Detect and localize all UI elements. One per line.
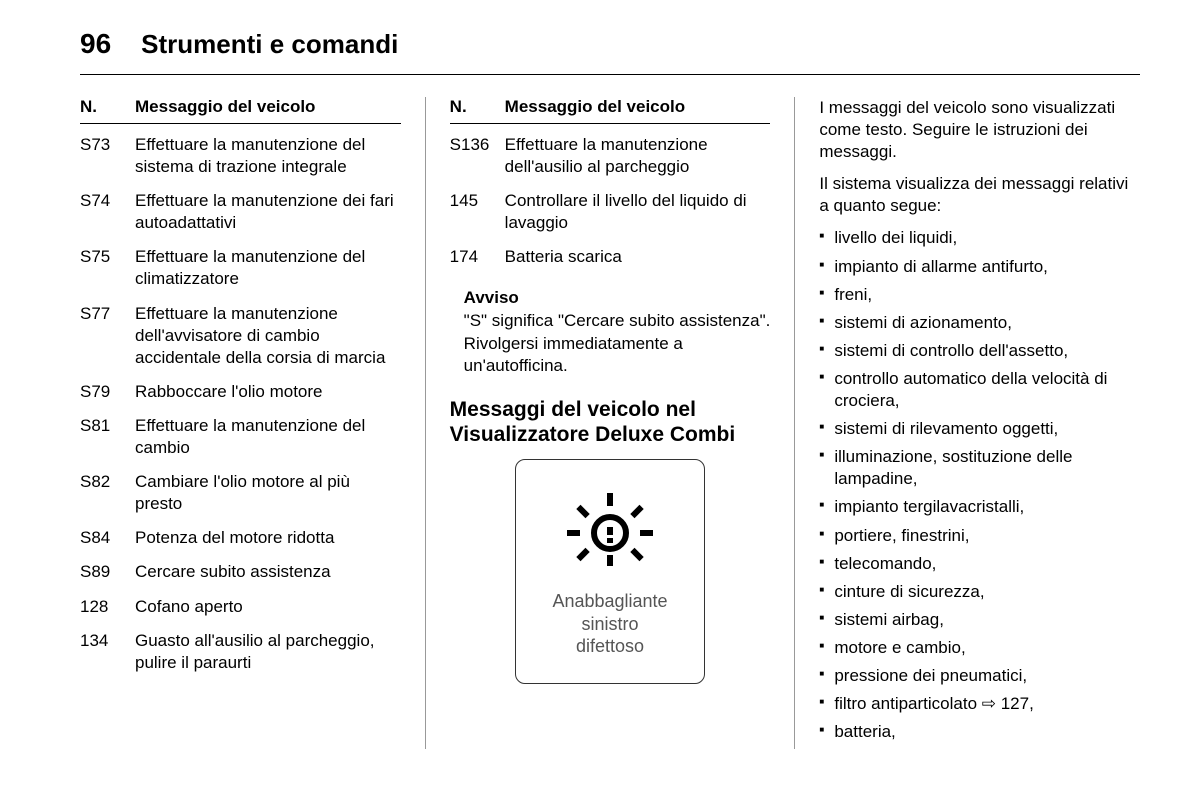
column-divider-1 <box>425 97 426 749</box>
column-divider-2 <box>794 97 795 749</box>
display-text: Anabbagliante sinistro difettoso <box>552 590 667 658</box>
message-code: 174 <box>450 246 505 268</box>
message-code: S75 <box>80 246 135 290</box>
message-code: S73 <box>80 134 135 178</box>
bullet-item: sistemi di rilevamento oggetti, <box>819 418 1140 440</box>
paragraph-2: Il sistema visualizza dei messaggi relat… <box>819 173 1140 217</box>
bullet-item: cinture di sicurezza, <box>819 581 1140 603</box>
message-row: S73Effettuare la manutenzione del sistem… <box>80 134 401 178</box>
th-code: N. <box>80 97 135 117</box>
message-text: Effettuare la manutenzione dell'ausilio … <box>505 134 771 178</box>
bullet-item: livello dei liquidi, <box>819 227 1140 249</box>
message-row: S81Effettuare la manutenzione del cambio <box>80 415 401 459</box>
message-text: Effettuare la manutenzione dell'avvisato… <box>135 303 401 369</box>
message-row: 128Cofano aperto <box>80 596 401 618</box>
column-1: N. Messaggio del veicolo S73Effettuare l… <box>80 97 401 749</box>
message-text: Guasto all'ausilio al parcheggio, pulire… <box>135 630 401 674</box>
bullet-item: pressione dei pneumatici, <box>819 665 1140 687</box>
bullet-item: impianto tergilavacristalli, <box>819 496 1140 518</box>
bullet-item: illuminazione, sostituzione delle lampad… <box>819 446 1140 490</box>
bullet-item: impianto di allarme antifurto, <box>819 256 1140 278</box>
bullet-item: motore e cambio, <box>819 637 1140 659</box>
message-text: Controllare il livello del liquido di la… <box>505 190 771 234</box>
message-row: 174Batteria scarica <box>450 246 771 268</box>
message-text: Rabboccare l'olio motore <box>135 381 401 403</box>
message-code: 128 <box>80 596 135 618</box>
bullet-item: sistemi airbag, <box>819 609 1140 631</box>
message-code: S77 <box>80 303 135 369</box>
notice-label: Avviso <box>464 288 771 308</box>
column-2: N. Messaggio del veicolo S136Effettuare … <box>450 97 771 749</box>
th-message: Messaggio del veicolo <box>505 97 771 117</box>
paragraph-1: I messaggi del veicolo sono visualizzati… <box>819 97 1140 163</box>
display-line-1: Anabbagliante <box>552 591 667 611</box>
section-heading: Messaggi del veicolo nel Visualizzatore … <box>450 397 771 447</box>
message-row: S79Rabboccare l'olio motore <box>80 381 401 403</box>
content-columns: N. Messaggio del veicolo S73Effettuare l… <box>80 97 1140 749</box>
message-code: S84 <box>80 527 135 549</box>
message-row: 134Guasto all'ausilio al parcheggio, pul… <box>80 630 401 674</box>
message-text: Cofano aperto <box>135 596 401 618</box>
message-row: S77Effettuare la manutenzione dell'avvis… <box>80 303 401 369</box>
message-code: S74 <box>80 190 135 234</box>
notice-text: "S" significa "Cercare subito assistenza… <box>464 310 771 376</box>
message-list-2: S136Effettuare la manutenzione dell'ausi… <box>450 134 771 268</box>
message-code: 134 <box>80 630 135 674</box>
message-text: Effettuare la manutenzione del climatizz… <box>135 246 401 290</box>
message-text: Effettuare la manutenzione del sistema d… <box>135 134 401 178</box>
bullet-item: freni, <box>819 284 1140 306</box>
display-message-box: Anabbagliante sinistro difettoso <box>515 459 705 684</box>
message-list-1: S73Effettuare la manutenzione del sistem… <box>80 134 401 674</box>
bullet-item: telecomando, <box>819 553 1140 575</box>
bullet-item: filtro antiparticolato ⇨ 127, <box>819 693 1140 715</box>
bullet-item: controllo automatico della velocità di c… <box>819 368 1140 412</box>
table-header-2: N. Messaggio del veicolo <box>450 97 771 124</box>
message-row: S82Cambiare l'olio motore al più presto <box>80 471 401 515</box>
page-header: 96 Strumenti e comandi <box>80 28 1140 75</box>
page-title: Strumenti e comandi <box>141 29 398 60</box>
message-code: 145 <box>450 190 505 234</box>
message-text: Effettuare la manutenzione dei fari auto… <box>135 190 401 234</box>
message-code: S136 <box>450 134 505 178</box>
display-line-2: sinistro <box>581 614 638 634</box>
message-row: S74Effettuare la manutenzione dei fari a… <box>80 190 401 234</box>
bullet-item: sistemi di azionamento, <box>819 312 1140 334</box>
message-row: S89Cercare subito assistenza <box>80 561 401 583</box>
message-text: Effettuare la manutenzione del cambio <box>135 415 401 459</box>
message-row: S136Effettuare la manutenzione dell'ausi… <box>450 134 771 178</box>
message-code: S89 <box>80 561 135 583</box>
table-header-1: N. Messaggio del veicolo <box>80 97 401 124</box>
message-code: S82 <box>80 471 135 515</box>
display-line-3: difettoso <box>576 636 644 656</box>
th-message: Messaggio del veicolo <box>135 97 401 117</box>
message-row: S75Effettuare la manutenzione del climat… <box>80 246 401 290</box>
bullet-item: batteria, <box>819 721 1140 743</box>
message-text: Potenza del motore ridotta <box>135 527 401 549</box>
bullet-item: portiere, finestrini, <box>819 525 1140 547</box>
th-code: N. <box>450 97 505 117</box>
message-text: Cercare subito assistenza <box>135 561 401 583</box>
message-code: S79 <box>80 381 135 403</box>
bulb-warning-icon <box>567 493 653 572</box>
message-row: S84Potenza del motore ridotta <box>80 527 401 549</box>
bullet-list: livello dei liquidi, impianto di allarme … <box>819 227 1140 743</box>
bullet-item: sistemi di controllo dell'assetto, <box>819 340 1140 362</box>
message-text: Batteria scarica <box>505 246 771 268</box>
message-row: 145Controllare il livello del liquido di… <box>450 190 771 234</box>
page-number: 96 <box>80 28 111 60</box>
column-3: I messaggi del veicolo sono visualizzati… <box>819 97 1140 749</box>
message-code: S81 <box>80 415 135 459</box>
message-text: Cambiare l'olio motore al più presto <box>135 471 401 515</box>
